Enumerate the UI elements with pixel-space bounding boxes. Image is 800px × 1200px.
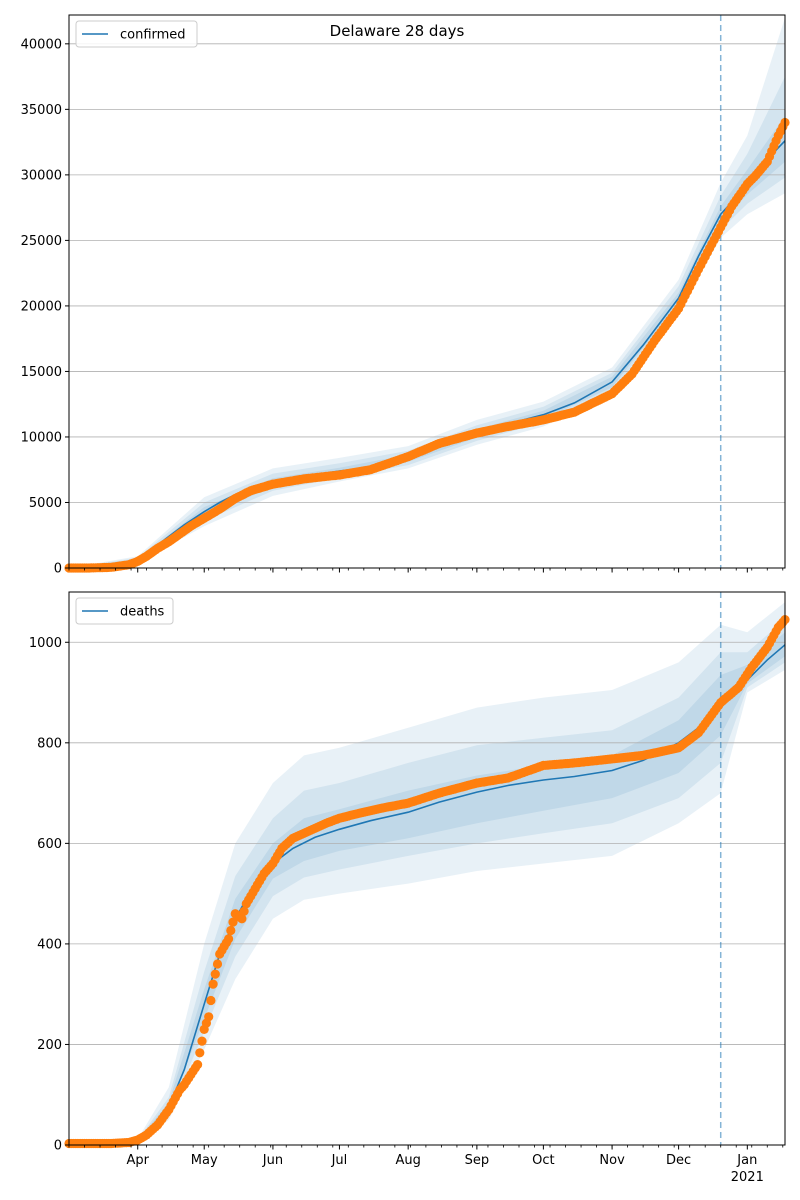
deaths-axes-frame bbox=[68, 591, 786, 1146]
y-tick-label: 200 bbox=[37, 1038, 62, 1053]
x-tick-label: May bbox=[191, 1153, 218, 1168]
observed-point bbox=[195, 1048, 205, 1058]
observed-point bbox=[226, 925, 236, 936]
confirmed-axes-frame bbox=[68, 14, 786, 569]
deaths-y-ticks: 0 200 400 600 800 1000 bbox=[29, 636, 69, 1154]
x-tick-label: Oct bbox=[532, 1153, 554, 1168]
confirmed-x-ticks bbox=[68, 568, 784, 573]
y-tick-label: 30000 bbox=[21, 168, 62, 183]
confirmed-y-ticks: 0 5000 10000 15000 20000 25000 30000 35000 40000 bbox=[21, 37, 69, 577]
legend-label-deaths: deaths bbox=[120, 605, 165, 620]
confirmed-legend: confirmed bbox=[75, 20, 198, 48]
x-tick-label: Dec bbox=[666, 1153, 691, 1168]
x-tick-label: Nov bbox=[599, 1153, 625, 1168]
y-tick-label: 600 bbox=[37, 837, 62, 852]
band-2 bbox=[69, 115, 785, 569]
confirmed-bands bbox=[69, 17, 785, 569]
confirmed-observed bbox=[64, 117, 790, 573]
observed-point bbox=[193, 1060, 203, 1070]
band-1 bbox=[69, 76, 785, 568]
deaths-panel: 0 200 400 600 800 1000 Apr May Jun Jul Aug Sep Oct N… bbox=[29, 591, 790, 1185]
confirmed-panel: 0 5000 10000 15000 20000 25000 30000 35000 40000… bbox=[21, 14, 790, 577]
band-0 bbox=[69, 17, 785, 569]
legend-box bbox=[75, 20, 198, 48]
band-1 bbox=[69, 619, 785, 1145]
confirmed-model bbox=[69, 140, 786, 569]
x-tick-label: Jul bbox=[331, 1153, 348, 1168]
observed-point bbox=[206, 995, 216, 1006]
y-tick-label: 40000 bbox=[21, 37, 62, 52]
observed-point bbox=[210, 969, 220, 979]
figure-title: Delaware 28 days bbox=[330, 22, 465, 40]
y-tick-label: 20000 bbox=[21, 299, 62, 314]
observed-point bbox=[204, 1012, 214, 1022]
x-tick-label: Jun bbox=[262, 1153, 283, 1168]
observed-point bbox=[239, 906, 249, 916]
observed-point bbox=[197, 1036, 207, 1046]
deaths-bands bbox=[69, 602, 785, 1145]
deaths-x-ticks: Apr May Jun Jul Aug Sep Oct Nov Dec Jan 2021 bbox=[68, 1145, 784, 1185]
x-tick-sublabel: 2021 bbox=[731, 1170, 764, 1185]
y-tick-label: 35000 bbox=[21, 103, 62, 118]
y-tick-label: 800 bbox=[37, 736, 62, 751]
x-tick-label: Jan bbox=[736, 1153, 757, 1168]
deaths-legend: deaths bbox=[75, 597, 174, 625]
y-tick-label: 25000 bbox=[21, 234, 62, 249]
y-tick-label: 15000 bbox=[21, 365, 62, 380]
model-line bbox=[69, 140, 786, 569]
y-tick-label: 5000 bbox=[29, 496, 62, 511]
band-0 bbox=[69, 602, 785, 1145]
observed-point bbox=[228, 917, 238, 927]
y-tick-label: 400 bbox=[37, 937, 62, 952]
y-tick-label: 0 bbox=[54, 562, 62, 577]
legend-box bbox=[75, 597, 174, 625]
x-tick-label: Aug bbox=[395, 1153, 420, 1168]
legend-label-confirmed: confirmed bbox=[120, 28, 186, 43]
observed-point bbox=[237, 914, 247, 924]
x-tick-label: Apr bbox=[126, 1153, 149, 1168]
observed-point bbox=[212, 959, 223, 969]
y-tick-label: 0 bbox=[54, 1139, 62, 1154]
x-tick-label: Sep bbox=[465, 1153, 490, 1168]
deaths-observed bbox=[64, 615, 790, 1149]
y-tick-label: 10000 bbox=[21, 430, 62, 445]
y-tick-label: 1000 bbox=[29, 636, 62, 651]
observed-point bbox=[208, 979, 218, 989]
observed-point bbox=[224, 934, 234, 944]
